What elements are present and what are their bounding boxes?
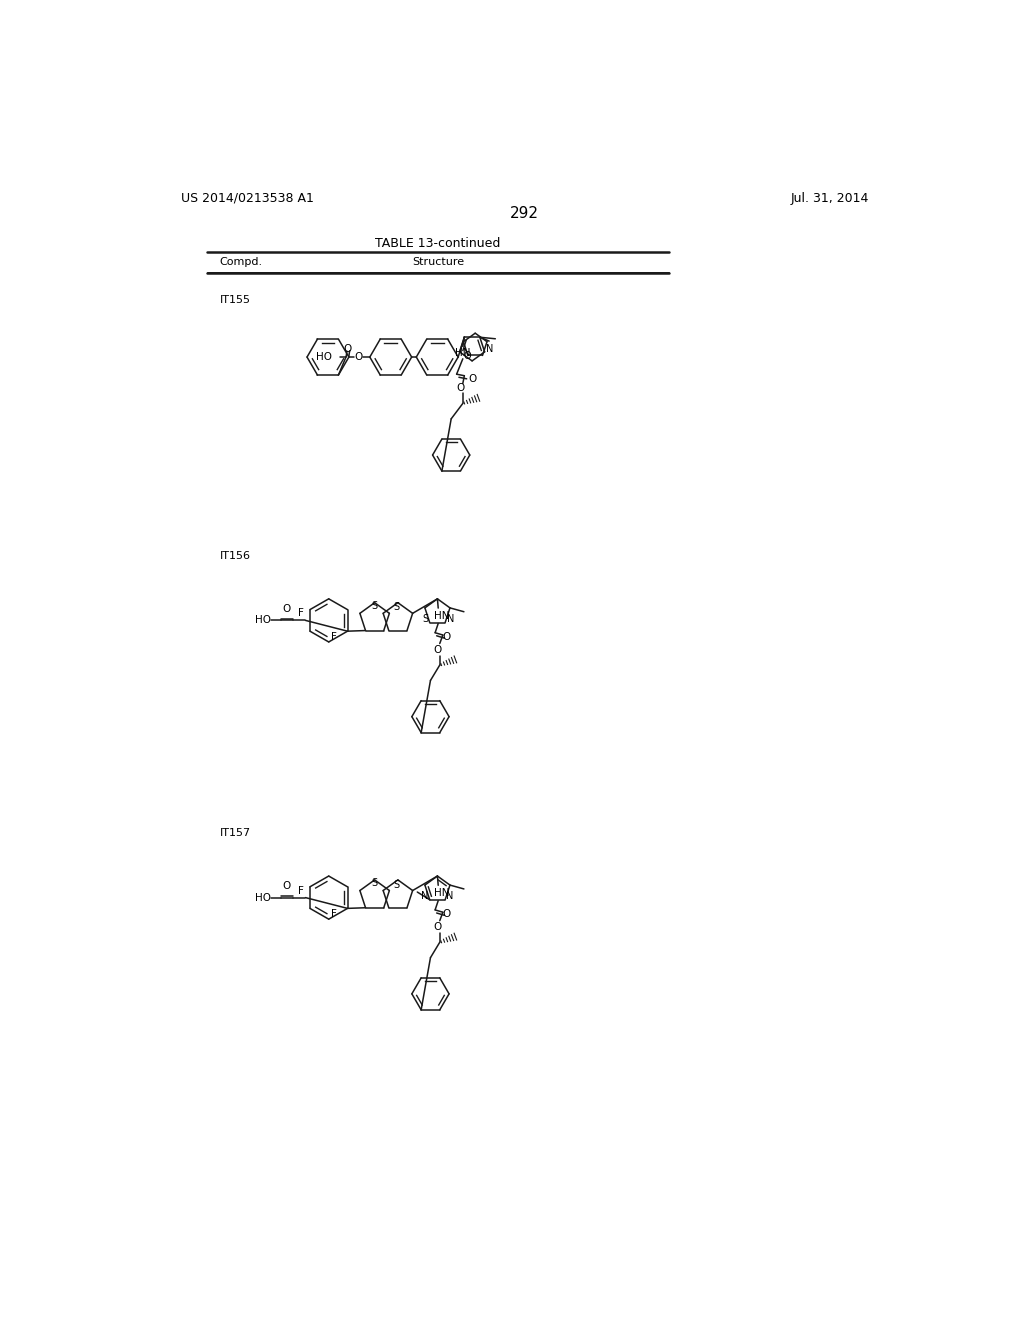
Text: F: F <box>298 609 303 619</box>
Text: HN: HN <box>433 611 450 620</box>
Text: N: N <box>446 614 455 624</box>
Text: O: O <box>354 352 362 362</box>
Text: N: N <box>446 891 454 900</box>
Text: O: O <box>433 921 441 932</box>
Text: HO: HO <box>255 892 271 903</box>
Text: IT155: IT155 <box>219 296 251 305</box>
Text: O: O <box>433 644 441 655</box>
Text: HN: HN <box>433 888 450 898</box>
Text: N: N <box>421 891 428 900</box>
Text: S: S <box>372 601 378 611</box>
Text: IT156: IT156 <box>219 552 251 561</box>
Text: O: O <box>457 383 465 393</box>
Text: N: N <box>485 343 493 354</box>
Text: HN: HN <box>455 347 471 358</box>
Text: O: O <box>464 351 471 362</box>
Text: O: O <box>283 603 291 614</box>
Text: IT157: IT157 <box>219 829 251 838</box>
Text: 292: 292 <box>510 206 540 222</box>
Text: S: S <box>422 614 428 623</box>
Text: F: F <box>298 886 303 896</box>
Text: O: O <box>283 880 291 891</box>
Text: Compd.: Compd. <box>219 257 262 268</box>
Text: S: S <box>393 602 399 612</box>
Text: F: F <box>331 631 337 642</box>
Text: Structure: Structure <box>412 257 464 268</box>
Text: F: F <box>331 908 337 919</box>
Text: TABLE 13-continued: TABLE 13-continued <box>376 236 501 249</box>
Text: Jul. 31, 2014: Jul. 31, 2014 <box>791 191 869 205</box>
Text: US 2014/0213538 A1: US 2014/0213538 A1 <box>180 191 313 205</box>
Text: O: O <box>442 908 451 919</box>
Text: O: O <box>344 345 352 354</box>
Text: S: S <box>372 878 378 888</box>
Text: S: S <box>393 879 399 890</box>
Text: O: O <box>442 631 451 642</box>
Text: HO: HO <box>316 351 332 362</box>
Text: O: O <box>468 374 476 384</box>
Text: HO: HO <box>255 615 271 626</box>
